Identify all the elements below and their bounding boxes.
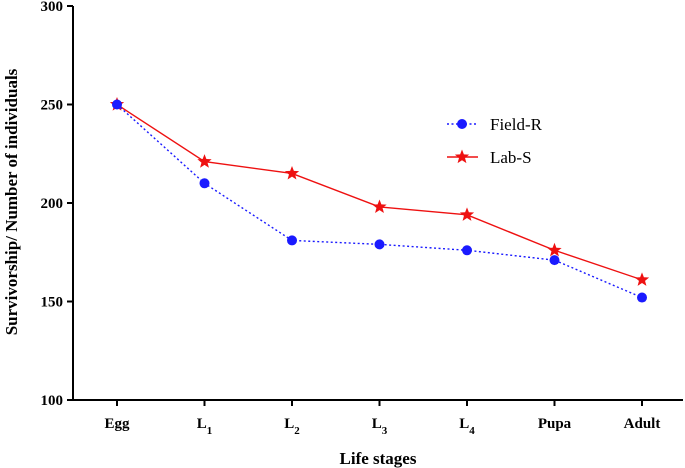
- data-point-field-r: [287, 235, 297, 246]
- legend-swatch-marker: [454, 149, 470, 164]
- x-tick-label-subscript: 3: [382, 425, 388, 437]
- x-tick-label-subscript: 1: [207, 425, 213, 437]
- data-point-lab-s: [459, 207, 475, 221]
- x-tick-label-text: Adult: [624, 416, 661, 432]
- data-point-lab-s: [372, 199, 387, 214]
- data-point-field-r: [199, 178, 210, 189]
- x-tick-label-text: L: [284, 416, 294, 432]
- y-tick-label: 300: [41, 0, 64, 15]
- y-tick-label: 150: [41, 295, 64, 311]
- axes: [72, 6, 683, 401]
- x-tick-label-subscript: 4: [469, 425, 475, 437]
- y-tick-label: 250: [41, 98, 64, 114]
- data-point-lab-s: [197, 154, 212, 168]
- y-tick-label: 200: [41, 196, 64, 212]
- x-tick-label-text: L: [459, 416, 469, 432]
- x-tick-label-subscript: 2: [294, 425, 300, 437]
- data-point-lab-s: [547, 242, 562, 257]
- data-point-lab-s: [284, 165, 300, 180]
- data-point-field-r: [637, 292, 647, 303]
- data-point-lab-s: [634, 272, 650, 286]
- y-axis-title: Survivorship/ Number of individuals: [2, 68, 21, 335]
- legend-swatch-marker: [457, 119, 467, 129]
- x-tick-label-text: L: [372, 416, 382, 432]
- x-axis-title: Life stages: [340, 449, 417, 468]
- x-tick-label: L2: [284, 416, 300, 437]
- data-point-field-r: [462, 245, 472, 256]
- x-tick-label: Adult: [624, 416, 661, 432]
- legend-label: Field-R: [490, 115, 543, 134]
- x-ticks: Egg L1 L2 L3 L4 Pupa Adult: [104, 400, 660, 437]
- legend-item-lab-s: Lab-S: [447, 148, 532, 167]
- series-field-r: [112, 99, 647, 303]
- x-tick-label-text: Pupa: [538, 416, 572, 432]
- x-tick-label: L1: [197, 416, 213, 437]
- x-tick-label: L4: [459, 416, 475, 437]
- x-tick-label: Egg: [104, 416, 130, 432]
- data-point-field-r: [374, 239, 385, 250]
- legend-item-field-r: Field-R: [447, 115, 543, 134]
- series-group: [109, 97, 650, 303]
- series-line-lab-s: [116, 103, 643, 281]
- data-point-field-r: [549, 255, 560, 266]
- x-tick-label: Pupa: [538, 416, 572, 432]
- y-tick-label: 100: [41, 393, 64, 409]
- x-tick-label: L3: [372, 416, 388, 437]
- legend-label: Lab-S: [490, 148, 532, 167]
- y-ticks: 100 150 200 250 300: [41, 0, 73, 409]
- x-tick-label-text: L: [197, 416, 207, 432]
- x-tick-label-text: Egg: [104, 416, 130, 432]
- series-lab-s: [109, 97, 650, 286]
- legend: Field-R Lab-S: [447, 115, 543, 167]
- data-point-field-r: [112, 99, 122, 110]
